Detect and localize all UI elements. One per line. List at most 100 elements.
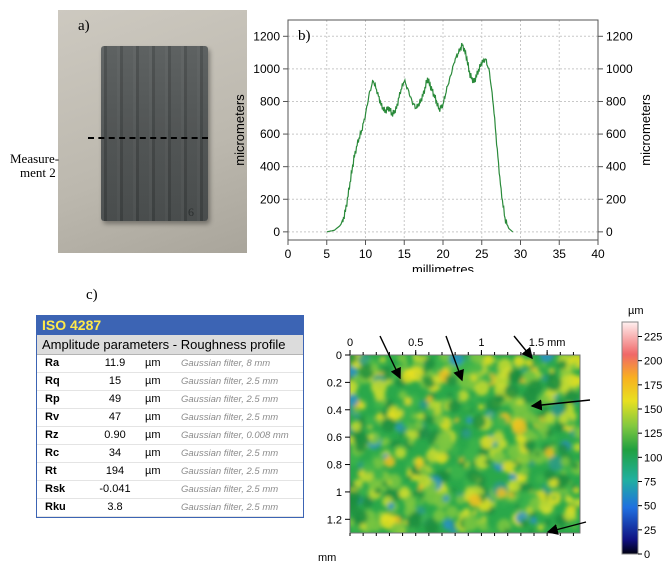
map-texture-spot: [524, 429, 536, 441]
param-name: Rsk: [45, 483, 66, 495]
map-texture-spot: [451, 367, 458, 374]
annotation-arrow: [546, 521, 587, 535]
map-texture-spot: [354, 478, 363, 488]
map-texture-spot: [535, 451, 540, 457]
panel-a-label: a): [78, 18, 90, 34]
y-tick-label-right: 600: [606, 127, 626, 141]
colorbar-tick-label: 25: [644, 525, 656, 537]
y-tick-label-right: 1200: [606, 29, 633, 43]
map-texture-spot: [410, 511, 422, 523]
y-tick-label-right: 0: [606, 225, 613, 239]
param-note: Gaussian filter, 2.5 mm: [181, 448, 279, 459]
map-texture-spot: [507, 444, 522, 459]
map-texture-spot: [404, 397, 412, 405]
param-value: 0.90: [104, 429, 126, 441]
map-texture-spot: [517, 399, 524, 406]
table-row: Rz 0.90 µm Gaussian filter, 0.008 mm: [37, 427, 303, 445]
map-texture-spot: [541, 363, 546, 368]
map-texture-spot: [381, 410, 388, 417]
map-texture-spot: [390, 440, 397, 448]
map-texture-spot: [550, 402, 565, 417]
map-texture-spot: [433, 444, 439, 450]
map-texture-spot: [544, 469, 556, 481]
y-tick-label-left: 1000: [253, 62, 280, 76]
map-texture-spot: [544, 447, 556, 458]
param-name: Rq: [45, 375, 60, 387]
map-y-tick-label: 0.8: [327, 460, 342, 472]
map-texture-spot: [384, 455, 396, 468]
map-texture-spot: [561, 469, 566, 475]
table-row: Rku 3.8 Gaussian filter, 2.5 mm: [37, 499, 303, 517]
map-texture-spot: [412, 355, 421, 362]
table-row: Rv 47 µm Gaussian filter, 2.5 mm: [37, 409, 303, 427]
map-texture-spot: [461, 428, 472, 439]
colorbar-tick-label: 150: [644, 404, 662, 416]
map-frame: [349, 354, 581, 534]
map-texture-spot: [531, 449, 547, 465]
colorbar-tick-label: 75: [644, 477, 656, 489]
map-texture-spot: [530, 517, 538, 524]
iso-table-header: ISO 4287: [37, 316, 303, 335]
map-texture-spot: [541, 375, 548, 382]
map-texture-spot: [537, 523, 545, 531]
map-texture-spot: [471, 414, 486, 429]
map-y-tick-label: 0.2: [327, 377, 342, 389]
table-row: Rc 34 µm Gaussian filter, 2.5 mm: [37, 445, 303, 463]
map-texture-spot: [527, 379, 543, 395]
x-axis-label: millimetres: [412, 262, 475, 272]
annotation-arrow: [445, 335, 464, 382]
map-texture-spot: [433, 413, 445, 426]
map-texture-spot: [463, 515, 479, 531]
map-texture-spot: [350, 366, 357, 378]
map-texture-spot: [510, 363, 517, 369]
table-row: Rt 194 µm Gaussian filter, 2.5 mm: [37, 463, 303, 481]
map-texture-spot: [416, 412, 425, 420]
y-tick-label-left: 0: [273, 225, 280, 239]
param-name: Rz: [45, 429, 59, 441]
map-texture-spot: [525, 358, 533, 367]
map-texture-spot: [469, 409, 474, 414]
param-value: 3.8: [107, 501, 123, 513]
map-texture-spot: [423, 357, 436, 370]
map-texture-spot: [445, 505, 459, 519]
map-texture-spot: [447, 392, 453, 398]
param-unit: µm: [145, 393, 161, 405]
param-name: Rc: [45, 447, 60, 459]
colorbar-unit: µm: [628, 305, 644, 317]
y-tick-label-left: 800: [260, 94, 280, 108]
roughness-map: 0 0.5 1 1.5 mm 0 0.2 0.4 0.6 0.8 1 1.2 mm 225 200 175 1…: [318, 305, 662, 562]
map-texture-spot: [399, 432, 404, 438]
map-texture-spot: [370, 364, 379, 373]
colorbar-tick-label: 200: [644, 356, 662, 368]
map-texture-spot: [550, 441, 556, 446]
map-texture-spot: [449, 355, 464, 366]
param-note: Gaussian filter, 8 mm: [181, 358, 271, 369]
table-row: Rp 49 µm Gaussian filter, 2.5 mm: [37, 391, 303, 409]
map-texture-spot: [558, 443, 569, 454]
map-texture-spot: [471, 461, 476, 467]
map-texture-spot: [503, 528, 511, 533]
map-texture-spot: [351, 508, 368, 525]
map-texture-spot: [465, 417, 473, 424]
y-tick-label-left: 200: [260, 192, 280, 206]
param-note: Gaussian filter, 2.5 mm: [181, 376, 279, 387]
iso-table-body: Ra 11.9 µm Gaussian filter, 8 mm Rq 15 µm Gauss…: [37, 355, 303, 517]
param-value: 34: [108, 447, 122, 459]
map-texture-spot: [371, 379, 387, 396]
map-y-tick-label: 0.4: [327, 405, 342, 417]
map-texture-spot: [573, 442, 580, 452]
map-texture-spot: [406, 460, 415, 470]
map-texture-spot: [554, 514, 566, 525]
map-texture-spot: [428, 464, 435, 471]
map-texture-spot: [380, 485, 387, 492]
map-texture-spot: [451, 421, 456, 426]
map-texture-spot: [468, 438, 482, 452]
colorbar-tick-label: 175: [644, 380, 662, 392]
param-note: Gaussian filter, 2.5 mm: [181, 394, 279, 405]
map-texture-spot: [432, 374, 441, 384]
map-texture-spot: [436, 382, 442, 388]
map-texture-spot: [450, 528, 457, 533]
map-texture-spot: [529, 461, 535, 467]
map-texture-spot: [359, 523, 367, 531]
